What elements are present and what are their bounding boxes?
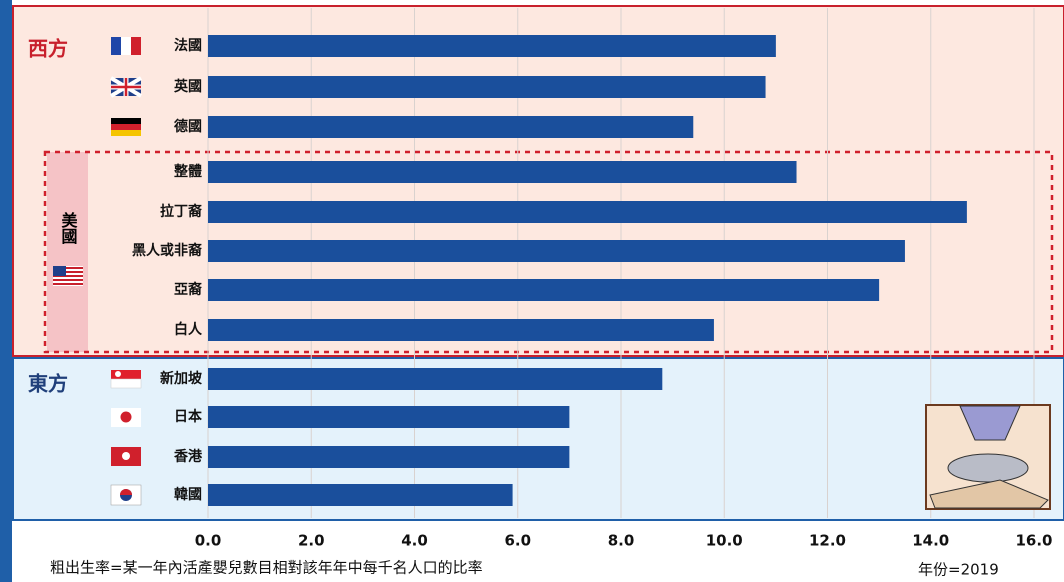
bar bbox=[208, 116, 694, 138]
us-column bbox=[47, 152, 88, 352]
footnote: 粗出生率=某一年內活產嬰兒數目相對該年年中每千名人口的比率 bbox=[50, 559, 483, 577]
x-tick-label: 10.0 bbox=[706, 532, 743, 550]
category-label: 日本 bbox=[174, 408, 203, 425]
bar bbox=[208, 35, 776, 57]
flag-sg bbox=[110, 370, 142, 389]
category-label: 白人 bbox=[174, 321, 203, 338]
x-tick-label: 16.0 bbox=[1015, 532, 1052, 550]
x-tick-label: 14.0 bbox=[912, 532, 949, 550]
bar bbox=[208, 484, 513, 506]
category-label: 德國 bbox=[174, 118, 202, 135]
group-label: 東方 bbox=[28, 372, 68, 396]
frame-edge bbox=[0, 0, 12, 582]
category-label: 新加坡 bbox=[160, 370, 203, 387]
flag-fr bbox=[111, 37, 141, 55]
x-tick-label: 12.0 bbox=[809, 532, 846, 550]
category-label: 整體 bbox=[173, 163, 202, 180]
category-label: 英國 bbox=[173, 78, 202, 95]
x-tick-label: 8.0 bbox=[608, 532, 635, 550]
us-box bbox=[43, 150, 1054, 354]
illustration bbox=[925, 404, 1051, 510]
x-tick-label: 0.0 bbox=[195, 532, 222, 550]
category-label: 韓國 bbox=[174, 486, 202, 503]
bar bbox=[208, 319, 714, 341]
bar bbox=[208, 368, 663, 390]
category-label: 黑人或非裔 bbox=[132, 242, 202, 259]
flag-kr bbox=[110, 484, 142, 506]
flag-hk bbox=[111, 447, 141, 466]
group-label: 西方 bbox=[28, 37, 68, 61]
bar bbox=[208, 446, 570, 468]
x-tick-label: 6.0 bbox=[504, 532, 531, 550]
bar bbox=[208, 161, 797, 183]
bar bbox=[208, 279, 880, 301]
category-label: 拉丁裔 bbox=[160, 203, 202, 220]
bar bbox=[208, 201, 967, 223]
flag-jp bbox=[111, 408, 141, 427]
flag-us bbox=[53, 266, 83, 286]
group-label: 美國 bbox=[59, 211, 78, 245]
x-tick-label: 4.0 bbox=[401, 532, 428, 550]
x-tick-label: 2.0 bbox=[298, 532, 325, 550]
bar bbox=[208, 240, 905, 262]
bar bbox=[208, 406, 570, 428]
bar bbox=[208, 76, 766, 98]
year-note: 年份=2019 bbox=[918, 561, 999, 579]
flag-uk bbox=[109, 76, 143, 98]
category-label: 香港 bbox=[173, 448, 203, 465]
flag-de bbox=[111, 118, 141, 136]
category-label: 法國 bbox=[174, 37, 202, 54]
category-label: 亞裔 bbox=[174, 281, 202, 298]
